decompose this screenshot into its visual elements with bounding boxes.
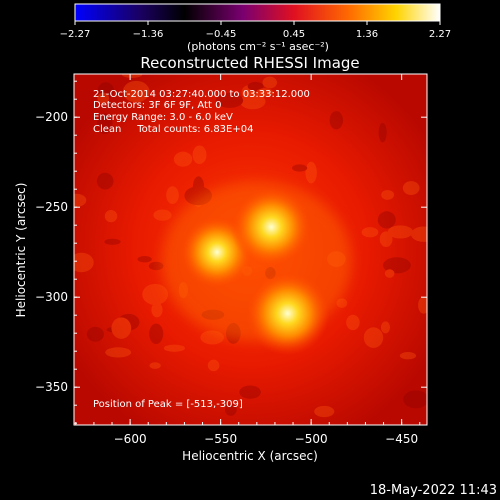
y-axis-ticks: −200 −250 −300 −350: [35, 80, 427, 424]
texture-blob: [247, 81, 264, 91]
texture-blob: [207, 359, 220, 372]
x-axis-ticks: −600 −550 −500 −450: [75, 74, 421, 446]
texture-blob: [384, 269, 395, 278]
texture-blob: [117, 313, 140, 331]
texture-blob: [74, 193, 87, 207]
texture-blob: [380, 321, 391, 334]
texture-blob: [346, 314, 360, 331]
texture-blob: [377, 211, 396, 229]
texture-blob: [402, 181, 420, 196]
texture-blob: [215, 93, 244, 108]
colorbar-tick-label: 2.27: [429, 29, 451, 40]
texture-blob: [142, 283, 169, 305]
colorbar-ticks: −2.27 −1.36 −0.45 0.45 1.36 2.27: [60, 21, 451, 40]
texture-blob: [121, 74, 143, 79]
y-tick-label: −300: [35, 290, 68, 304]
texture-blob: [97, 92, 110, 104]
texture-blob: [256, 88, 274, 97]
peak-position-text: Position of Peak = [-513,-309]: [93, 399, 243, 410]
info-line: Clean Total counts: 6.83E+04: [93, 124, 253, 135]
x-tick-label: −550: [204, 432, 237, 446]
texture-blob: [104, 210, 118, 223]
texture-blob: [192, 176, 205, 198]
texture-blob: [149, 362, 161, 369]
texture-blob: [192, 145, 207, 165]
texture-blob: [381, 189, 395, 200]
texture-blob: [148, 261, 164, 271]
texture-blob: [239, 385, 261, 399]
texture-blob: [378, 122, 387, 143]
texture-blob: [153, 209, 172, 221]
colorbar-tick-label: 1.36: [356, 29, 378, 40]
x-tick-label: −500: [295, 432, 328, 446]
texture-blob: [97, 82, 114, 100]
texture-blob: [314, 405, 335, 418]
texture-blob: [149, 323, 164, 344]
texture-blob: [305, 161, 317, 184]
texture-blob: [173, 151, 193, 167]
texture-blob: [166, 186, 179, 204]
colorbar: −2.27 −1.36 −0.45 0.45 1.36 2.27 (photons cm⁻…: [60, 3, 451, 53]
texture-blob: [383, 257, 411, 274]
plot-title: Reconstructed RHESSI Image: [140, 54, 359, 72]
texture-blob: [363, 327, 384, 348]
info-line: Detectors: 3F 6F 9F, Att 0: [93, 100, 221, 111]
y-tick-label: −200: [35, 110, 68, 124]
texture-blob: [379, 231, 393, 248]
texture-blob: [122, 80, 150, 103]
colorbar-unit-label: (photons cm⁻² s⁻¹ asec⁻²): [187, 40, 329, 53]
texture-blob: [387, 225, 414, 239]
texture-blob: [111, 317, 132, 339]
texture-blob: [96, 113, 113, 135]
texture-blob: [86, 326, 104, 342]
image-area: [74, 74, 427, 425]
texture-blob: [292, 164, 308, 172]
texture-blob: [224, 403, 237, 416]
info-line: Energy Range: 3.0 - 6.0 keV: [93, 112, 233, 123]
x-ray-source: [231, 186, 312, 268]
info-line: 21-Oct-2014 03:27:40.000 to 03:33:12.000: [93, 89, 310, 100]
colorbar-tick-label: −1.36: [133, 29, 164, 40]
x-tick-label: −450: [385, 432, 418, 446]
texture-blob: [410, 226, 427, 242]
texture-blob: [137, 256, 152, 263]
x-axis-label: Heliocentric X (arcsec): [182, 449, 318, 463]
plot-frame: [73, 73, 428, 426]
y-tick-label: −250: [35, 200, 68, 214]
texture-blob: [106, 326, 132, 333]
colorbar-tick-label: −2.27: [60, 29, 91, 40]
texture-blob: [403, 390, 427, 409]
y-axis-label: Heliocentric Y (arcsec): [14, 183, 28, 318]
colorbar-gradient: [74, 3, 441, 22]
footer-timestamp: 18-May-2022 11:43: [370, 483, 497, 498]
texture-blob: [329, 111, 343, 130]
texture-blob: [262, 76, 277, 89]
texture-blob: [361, 227, 379, 238]
texture-blob: [104, 238, 121, 245]
x-ray-source: [245, 271, 330, 356]
texture-blob: [96, 172, 114, 190]
colorbar-tick-label: −0.45: [206, 29, 237, 40]
texture-blob: [105, 347, 132, 358]
info-text: 21-Oct-2014 03:27:40.000 to 03:33:12.000…: [93, 89, 310, 135]
texture-blob: [399, 352, 417, 360]
texture-blob: [418, 296, 427, 314]
y-tick-label: −350: [35, 380, 68, 394]
texture-blob: [151, 302, 163, 318]
texture-blob: [163, 344, 185, 352]
texture-blob: [239, 93, 266, 110]
image-sources: [161, 181, 352, 356]
x-tick-label: −600: [114, 432, 147, 446]
texture-blob: [241, 85, 256, 100]
texture-blob: [74, 252, 94, 273]
colorbar-tick-label: 0.45: [283, 29, 305, 40]
